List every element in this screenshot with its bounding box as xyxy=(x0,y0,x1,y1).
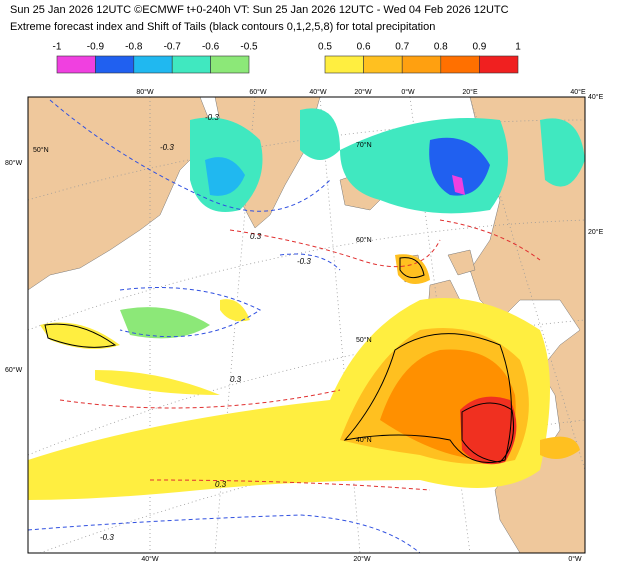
contour-label: -0.3 xyxy=(160,143,174,152)
lon-label: 60°W xyxy=(249,88,267,96)
colorbar-swatch xyxy=(133,55,173,74)
lat-label: 40°N xyxy=(356,436,372,444)
lon-label: 20°W xyxy=(354,88,372,96)
colorbar-label: -0.8 xyxy=(125,42,143,53)
title-line-1: Sun 25 Jan 2026 12UTC ©ECMWF t+0-240h VT… xyxy=(10,4,509,16)
lon-label: 20°E xyxy=(588,228,604,236)
colorbar-label: -1 xyxy=(53,42,62,53)
lon-label: 0°W xyxy=(401,88,415,96)
contour-label: -0.3 xyxy=(100,533,114,542)
colorbar-label: -0.9 xyxy=(87,42,105,53)
colorbar-swatch xyxy=(95,55,135,74)
lon-label: 80°W xyxy=(5,159,23,167)
lon-label: 0°W xyxy=(568,555,582,563)
contour-label: 0.3 xyxy=(230,375,242,384)
colorbar-swatch xyxy=(363,55,403,74)
colorbar-label: 0.8 xyxy=(434,42,448,53)
colorbar-swatch xyxy=(210,55,250,74)
contour-label: -0.3 xyxy=(297,257,311,266)
contour-label: 0.3 xyxy=(250,232,262,241)
lon-label: 20°E xyxy=(462,88,478,96)
lon-label: 40°E xyxy=(570,88,586,96)
contour-label: 0.3 xyxy=(215,480,227,489)
colorbar-swatch xyxy=(171,55,211,74)
colorbar-label: 1 xyxy=(515,42,521,53)
lon-label: 40°E xyxy=(588,93,604,101)
colorbar-label: -0.7 xyxy=(164,42,182,53)
colorbar-swatch xyxy=(479,55,519,74)
lat-label: 70°N xyxy=(356,141,372,149)
colorbar-label: 0.5 xyxy=(318,42,332,53)
colorbar-label: 0.9 xyxy=(472,42,486,53)
contour-label: -0.3 xyxy=(205,113,219,122)
colorbar-label: 0.7 xyxy=(395,42,409,53)
lat-label: 60°N xyxy=(356,236,372,244)
colorbar-label: -0.5 xyxy=(240,42,258,53)
map-frame xyxy=(27,96,586,554)
colorbar-swatch xyxy=(324,55,364,74)
lon-label: 40°W xyxy=(141,555,159,563)
lon-label: 40°W xyxy=(309,88,327,96)
colorbars: -1 -0.9 -0.8 -0.7 -0.6 -0.5 0.5 0.6 0.7 0.8 0.9 1 xyxy=(53,42,521,74)
colorbar-swatch xyxy=(56,55,96,74)
lat-label: 50°N xyxy=(356,336,372,344)
lon-label: 80°W xyxy=(136,88,154,96)
colorbar-swatch xyxy=(401,55,442,74)
lon-label: 20°W xyxy=(353,555,371,563)
colorbar-label: -0.6 xyxy=(202,42,220,53)
map: -0.3 -0.3 -0.3 0.3 0.3 0.3 -0.3 70°N 60°… xyxy=(28,97,585,553)
lon-label: 60°W xyxy=(5,366,23,374)
title-line-2: Extreme forecast index and Shift of Tail… xyxy=(10,21,435,33)
lon-labels: 80°W 60°W 40°W 20°W 0°W 20°E 40°E 40°E 2… xyxy=(5,88,604,563)
colorbar-swatch xyxy=(440,55,480,74)
lat-label: 50°N xyxy=(33,146,49,154)
colorbar-label: 0.6 xyxy=(357,42,371,53)
